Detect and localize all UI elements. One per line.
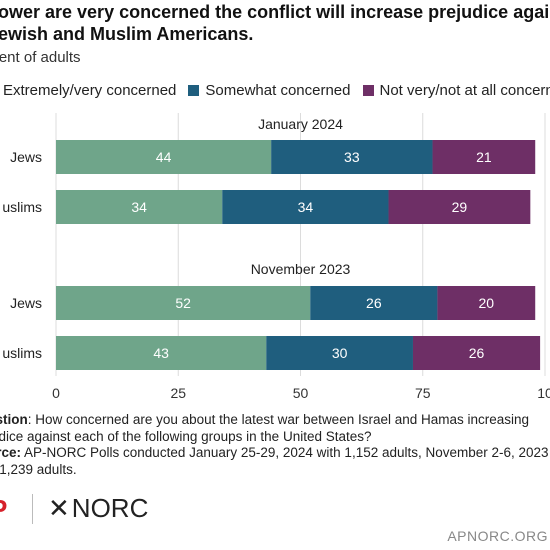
legend-label: Extremely/very concerned xyxy=(3,82,177,99)
group-label: November 2023 xyxy=(251,261,351,277)
source-url[interactable]: APNORC.ORG xyxy=(447,528,548,544)
bar-segment xyxy=(437,286,536,320)
bar-segment xyxy=(56,140,272,174)
legend-swatch xyxy=(362,85,374,96)
data-label: 26 xyxy=(366,295,382,311)
title-line-2: ewish and Muslim Americans. xyxy=(0,24,254,44)
bar-segment xyxy=(412,336,541,370)
bar-segment xyxy=(388,190,531,224)
source-note-line2: h 1,239 adults. xyxy=(0,461,77,477)
source-label: urce: xyxy=(0,445,22,460)
x-tick-label: 50 xyxy=(293,385,309,401)
x-tick-label: 25 xyxy=(170,385,186,401)
category-label: uslims xyxy=(2,199,42,215)
legend-label: Not very/not at all concerned xyxy=(379,82,550,99)
x-tick-label: 0 xyxy=(52,385,60,401)
chart-title: ower are very concerned the conflict wil… xyxy=(0,1,550,45)
chart-subtitle: ercent of adults xyxy=(0,49,81,66)
legend-item-somewhat-concerned: Somewhat concerned xyxy=(188,82,351,99)
logo-divider xyxy=(32,494,33,524)
data-label: 44 xyxy=(156,149,172,165)
source-note: urce: AP-NORC Polls conducted January 25… xyxy=(0,445,550,462)
bar-segment xyxy=(56,286,311,320)
data-label: 33 xyxy=(344,149,360,165)
legend-label: Somewhat concerned xyxy=(205,82,351,99)
data-label: 34 xyxy=(131,199,147,215)
question-label: estion xyxy=(0,412,28,427)
legend-swatch xyxy=(188,85,200,96)
chart-legend: Extremely/very concerned Somewhat concer… xyxy=(0,82,550,99)
data-label: 30 xyxy=(332,345,348,361)
data-label: 29 xyxy=(452,199,468,215)
chart-notes: estion: How concerned are you about the … xyxy=(0,412,550,478)
category-label: Jews xyxy=(10,149,42,165)
x-tick-label: 10 xyxy=(537,385,550,401)
norc-logo: ✕ NORC xyxy=(48,493,148,524)
norc-mark-icon: ✕ xyxy=(48,493,70,523)
norc-logo-text: NORC xyxy=(71,493,149,523)
source-text: AP-NORC Polls conducted January 25-29, 2… xyxy=(21,445,549,460)
bar-segment xyxy=(310,286,438,320)
data-label: 26 xyxy=(469,345,485,361)
stacked-bar-chart: January 2024 Jews 44 33 21 uslims 34 34 29 Novemb… xyxy=(2,113,550,401)
bar-segment xyxy=(56,336,267,370)
legend-item-very-concerned: Extremely/very concerned xyxy=(0,82,176,99)
footer: P ✕ NORC APNORC.ORG xyxy=(0,490,550,550)
category-label: Jews xyxy=(10,295,42,311)
bar-segment xyxy=(266,336,413,370)
question-text: : How concerned are you about the latest… xyxy=(27,412,530,427)
title-line-1: ower are very concerned the conflict wil… xyxy=(0,2,550,22)
x-tick-label: 75 xyxy=(415,385,431,401)
category-label: uslims xyxy=(2,345,42,361)
data-label: 52 xyxy=(175,295,191,311)
question-note-line2: judice against each of the following gro… xyxy=(0,428,372,444)
bar-segment xyxy=(432,140,536,174)
bar-segment xyxy=(56,190,223,224)
data-label: 20 xyxy=(479,295,495,311)
data-label: 43 xyxy=(153,345,169,361)
group-label: January 2024 xyxy=(258,116,343,132)
data-label: 34 xyxy=(298,199,314,215)
bar-segment xyxy=(222,190,389,224)
data-label: 21 xyxy=(476,149,492,165)
legend-item-not-concerned: Not very/not at all concerned xyxy=(362,82,550,99)
bar-segment xyxy=(271,140,433,174)
ap-logo: P xyxy=(0,494,7,525)
question-note: estion: How concerned are you about the … xyxy=(0,412,550,429)
